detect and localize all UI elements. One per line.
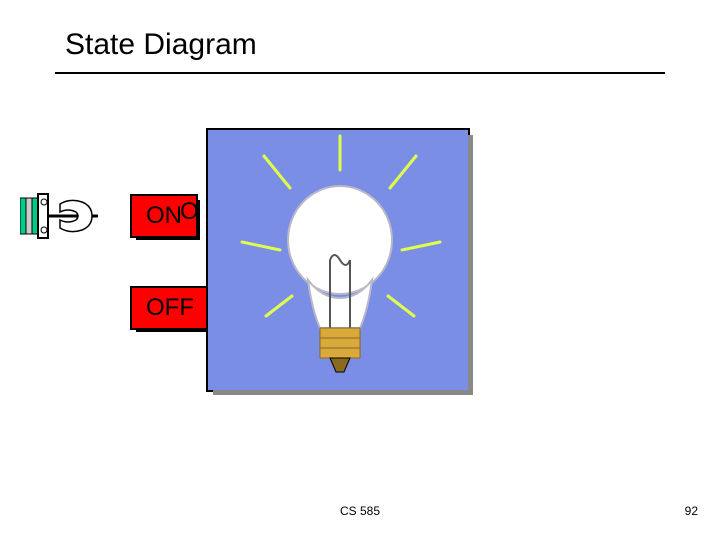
box-shadow-b — [136, 236, 200, 240]
state-on-label: ON — [146, 202, 182, 229]
box-shadow-b — [136, 328, 212, 332]
state-off: OFF — [130, 286, 210, 330]
clipped-text: O — [180, 198, 199, 226]
box-shadow-r — [468, 135, 473, 395]
footer-text: CS 585 — [0, 504, 720, 518]
page-title: State Diagram — [65, 28, 257, 62]
state-off-label: OFF — [146, 294, 194, 321]
title-rule — [55, 72, 665, 74]
lightbulb-icon — [208, 130, 472, 394]
slide: State Diagram ON O OFF — [0, 0, 720, 540]
switch-icon — [20, 190, 98, 242]
page-number: 92 — [685, 504, 698, 518]
box-shadow-b — [213, 390, 473, 395]
bulb-box — [206, 128, 470, 392]
